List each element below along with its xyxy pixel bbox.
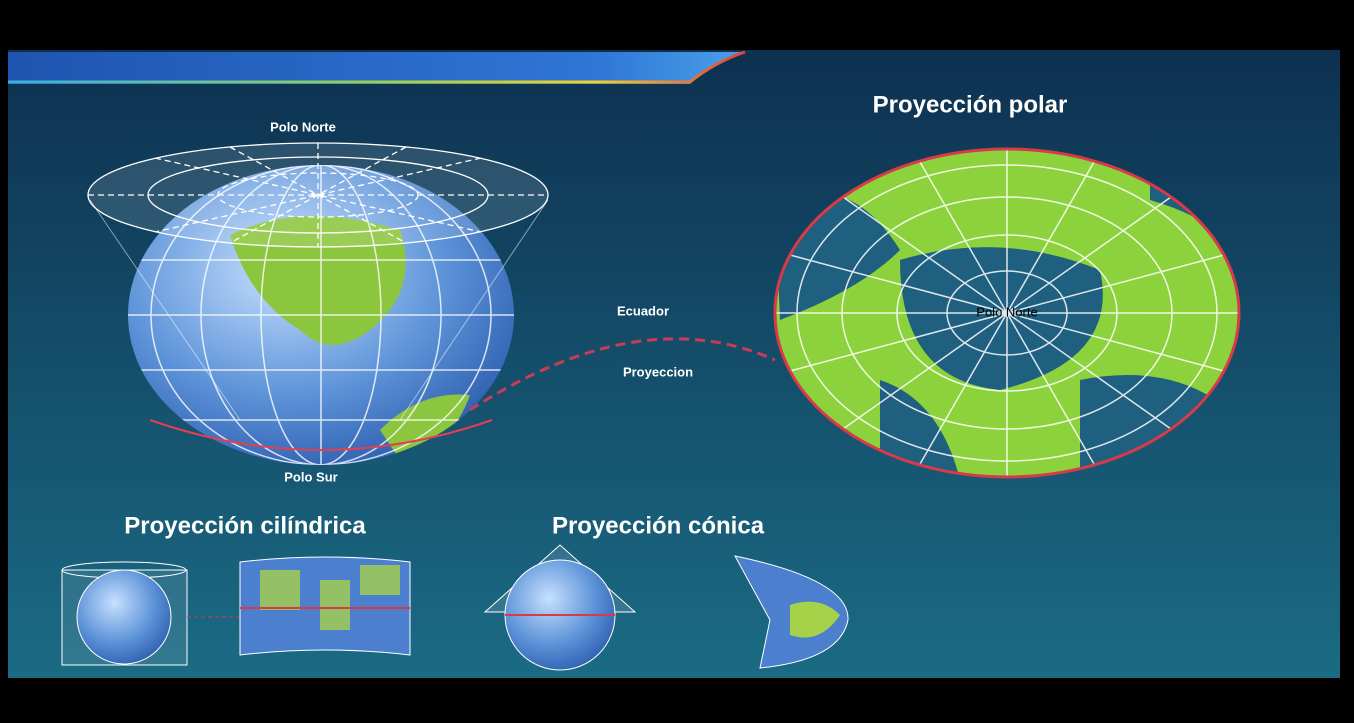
conic-title: Proyección cónica: [552, 512, 765, 539]
conic-diagram: [483, 544, 849, 671]
polar-center-label: Polo Norte: [976, 304, 1037, 319]
header-band: [8, 52, 745, 84]
cylindrical-diagram: [61, 556, 411, 666]
header-stripe: [8, 50, 746, 84]
bottom-bar: [0, 678, 1354, 723]
projection-connector: [469, 337, 776, 412]
projection-plane: [87, 142, 549, 248]
cylindrical-title: Proyección cilíndrica: [124, 512, 366, 539]
projection-label: Proyeccion: [623, 364, 693, 379]
south-pole-label: Polo Sur: [284, 469, 337, 484]
north-pole-label: Polo Norte: [270, 119, 336, 134]
globe: [89, 165, 549, 465]
polar-title: Proyección polar: [873, 91, 1068, 118]
equator-label: Ecuador: [617, 303, 669, 318]
